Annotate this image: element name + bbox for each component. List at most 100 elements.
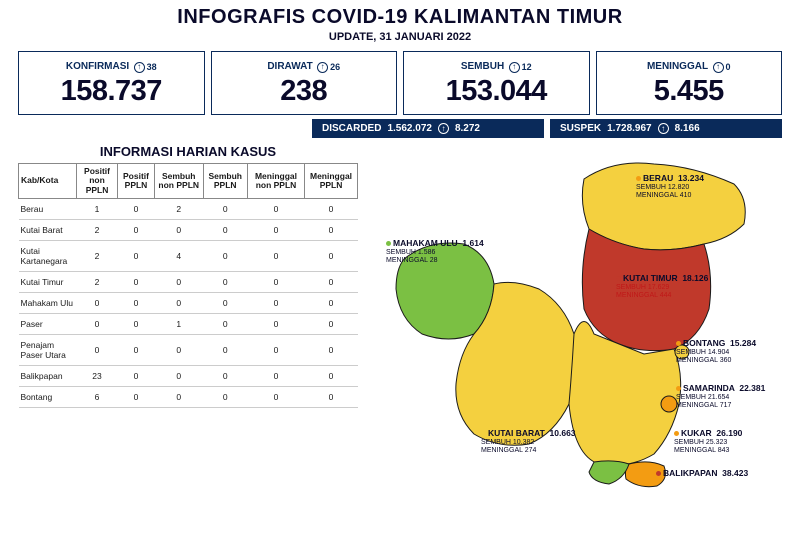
table-cell: 0 xyxy=(77,335,118,366)
table-cell: 0 xyxy=(247,335,304,366)
region-ppu xyxy=(589,461,629,484)
stat-delta: ↑38 xyxy=(134,62,157,73)
region-samarinda xyxy=(661,396,677,412)
table-cell: 0 xyxy=(305,241,358,272)
table-row: Paser001000 xyxy=(19,314,358,335)
table-cell: 0 xyxy=(305,220,358,241)
stat-value: 238 xyxy=(218,75,391,108)
table-header: Kab/Kota xyxy=(19,164,77,199)
stat-suspek: SUSPEK 1.728.967 ↑ 8.166 xyxy=(550,119,782,138)
table-panel: INFORMASI HARIAN KASUS Kab/KotaPositif n… xyxy=(18,144,358,499)
map-label: BALIKPAPAN 38.423 xyxy=(656,469,748,479)
table-cell: 0 xyxy=(118,199,155,220)
table-cell: 0 xyxy=(203,366,247,387)
stat-label: DIRAWAT xyxy=(267,61,312,72)
table-cell: 0 xyxy=(203,220,247,241)
arrow-up-icon: ↑ xyxy=(509,62,520,73)
table-row: Kutai Kartanegara204000 xyxy=(19,241,358,272)
header: INFOGRAFIS COVID-19 KALIMANTAN TIMUR UPD… xyxy=(0,0,800,45)
stat-label: MENINGGAL xyxy=(647,61,708,72)
table-header: Meninggal non PPLN xyxy=(247,164,304,199)
arrow-up-icon: ↑ xyxy=(134,62,145,73)
table-cell: 0 xyxy=(118,293,155,314)
table-cell: 0 xyxy=(203,293,247,314)
table-header: Sembuh PPLN xyxy=(203,164,247,199)
table-cell: 0 xyxy=(203,335,247,366)
table-row: Kutai Barat200000 xyxy=(19,220,358,241)
table-cell: Mahakam Ulu xyxy=(19,293,77,314)
arrow-up-icon: ↑ xyxy=(713,62,724,73)
table-cell: 0 xyxy=(203,199,247,220)
stat-konfirmasi: KONFIRMASI ↑38 158.737 xyxy=(18,51,205,115)
table-cell: 0 xyxy=(305,335,358,366)
table-cell: 2 xyxy=(77,220,118,241)
table-cell: 0 xyxy=(154,366,203,387)
table-header: Sembuh non PPLN xyxy=(154,164,203,199)
table-header: Positif PPLN xyxy=(118,164,155,199)
arrow-up-icon: ↑ xyxy=(317,62,328,73)
map-label: BERAU 13.234SEMBUH 12.820MENINGGAL 410 xyxy=(636,174,704,200)
map-label: MAHAKAM ULU 1.614SEMBUH 1.586MENINGGAL 2… xyxy=(386,239,484,265)
table-cell: 1 xyxy=(154,314,203,335)
table-cell: Kutai Barat xyxy=(19,220,77,241)
table-cell: Berau xyxy=(19,199,77,220)
table-header: Meninggal PPLN xyxy=(305,164,358,199)
table-title: INFORMASI HARIAN KASUS xyxy=(18,144,358,159)
table-cell: 0 xyxy=(154,220,203,241)
table-cell: 2 xyxy=(77,241,118,272)
table-row: Kutai Timur200000 xyxy=(19,272,358,293)
table-cell: 0 xyxy=(247,366,304,387)
table-cell: 0 xyxy=(77,314,118,335)
table-cell: 0 xyxy=(247,220,304,241)
table-cell: 0 xyxy=(247,293,304,314)
table-cell: 0 xyxy=(305,272,358,293)
table-cell: 0 xyxy=(203,272,247,293)
table-cell: 2 xyxy=(154,199,203,220)
table-cell: 0 xyxy=(305,293,358,314)
map-label: SAMARINDA 22.381SEMBUH 21.654MENINGGAL 7… xyxy=(676,384,765,410)
table-cell: 0 xyxy=(154,293,203,314)
table-cell: Bontang xyxy=(19,387,77,408)
table-cell: 0 xyxy=(154,272,203,293)
table-cell: 6 xyxy=(77,387,118,408)
table-cell: Penajam Paser Utara xyxy=(19,335,77,366)
table-row: Penajam Paser Utara000000 xyxy=(19,335,358,366)
table-row: Bontang600000 xyxy=(19,387,358,408)
table-cell: 0 xyxy=(118,335,155,366)
table-cell: 0 xyxy=(118,366,155,387)
table-cell: 0 xyxy=(154,335,203,366)
table-cell: 0 xyxy=(203,387,247,408)
map-label: BONTANG 15.284SEMBUH 14.904MENINGGAL 360 xyxy=(676,339,756,365)
table-cell: Paser xyxy=(19,314,77,335)
table-cell: 0 xyxy=(203,241,247,272)
map-label: KUTAI BARAT 10.663SEMBUH 10.382MENINGGAL… xyxy=(481,429,576,455)
table-cell: Kutai Timur xyxy=(19,272,77,293)
table-cell: 0 xyxy=(118,387,155,408)
update-date: UPDATE, 31 JANUARI 2022 xyxy=(0,31,800,43)
arrow-up-icon: ↑ xyxy=(438,123,449,134)
table-cell: 0 xyxy=(118,241,155,272)
stat-delta: ↑26 xyxy=(317,62,340,73)
stat-dirawat: DIRAWAT ↑26 238 xyxy=(211,51,398,115)
table-cell: 0 xyxy=(305,199,358,220)
page-title: INFOGRAFIS COVID-19 KALIMANTAN TIMUR xyxy=(0,6,800,29)
map-label: KUTAI TIMUR 18.126SEMBUH 17.629MENINGGAL… xyxy=(616,274,708,300)
stat-delta: ↑0 xyxy=(713,62,731,73)
table-cell: Balikpapan xyxy=(19,366,77,387)
sub-stat-value: 1.562.072 xyxy=(387,123,432,134)
table-cell: 0 xyxy=(118,220,155,241)
stat-label: KONFIRMASI xyxy=(66,61,129,72)
sub-stat-value: 1.728.967 xyxy=(607,123,652,134)
stat-value: 153.044 xyxy=(410,75,583,108)
table-cell: 0 xyxy=(154,387,203,408)
table-cell: 23 xyxy=(77,366,118,387)
table-cell: 0 xyxy=(247,272,304,293)
sub-stat-delta: 8.166 xyxy=(675,123,700,134)
stat-sembuh: SEMBUH ↑12 153.044 xyxy=(403,51,590,115)
table-cell: Kutai Kartanegara xyxy=(19,241,77,272)
table-row: Mahakam Ulu000000 xyxy=(19,293,358,314)
map-label: KUKAR 26.190SEMBUH 25.323MENINGGAL 843 xyxy=(674,429,742,455)
arrow-up-icon: ↑ xyxy=(658,123,669,134)
table-cell: 1 xyxy=(77,199,118,220)
sub-stats-row: DISCARDED 1.562.072 ↑ 8.272 SUSPEK 1.728… xyxy=(0,119,800,144)
